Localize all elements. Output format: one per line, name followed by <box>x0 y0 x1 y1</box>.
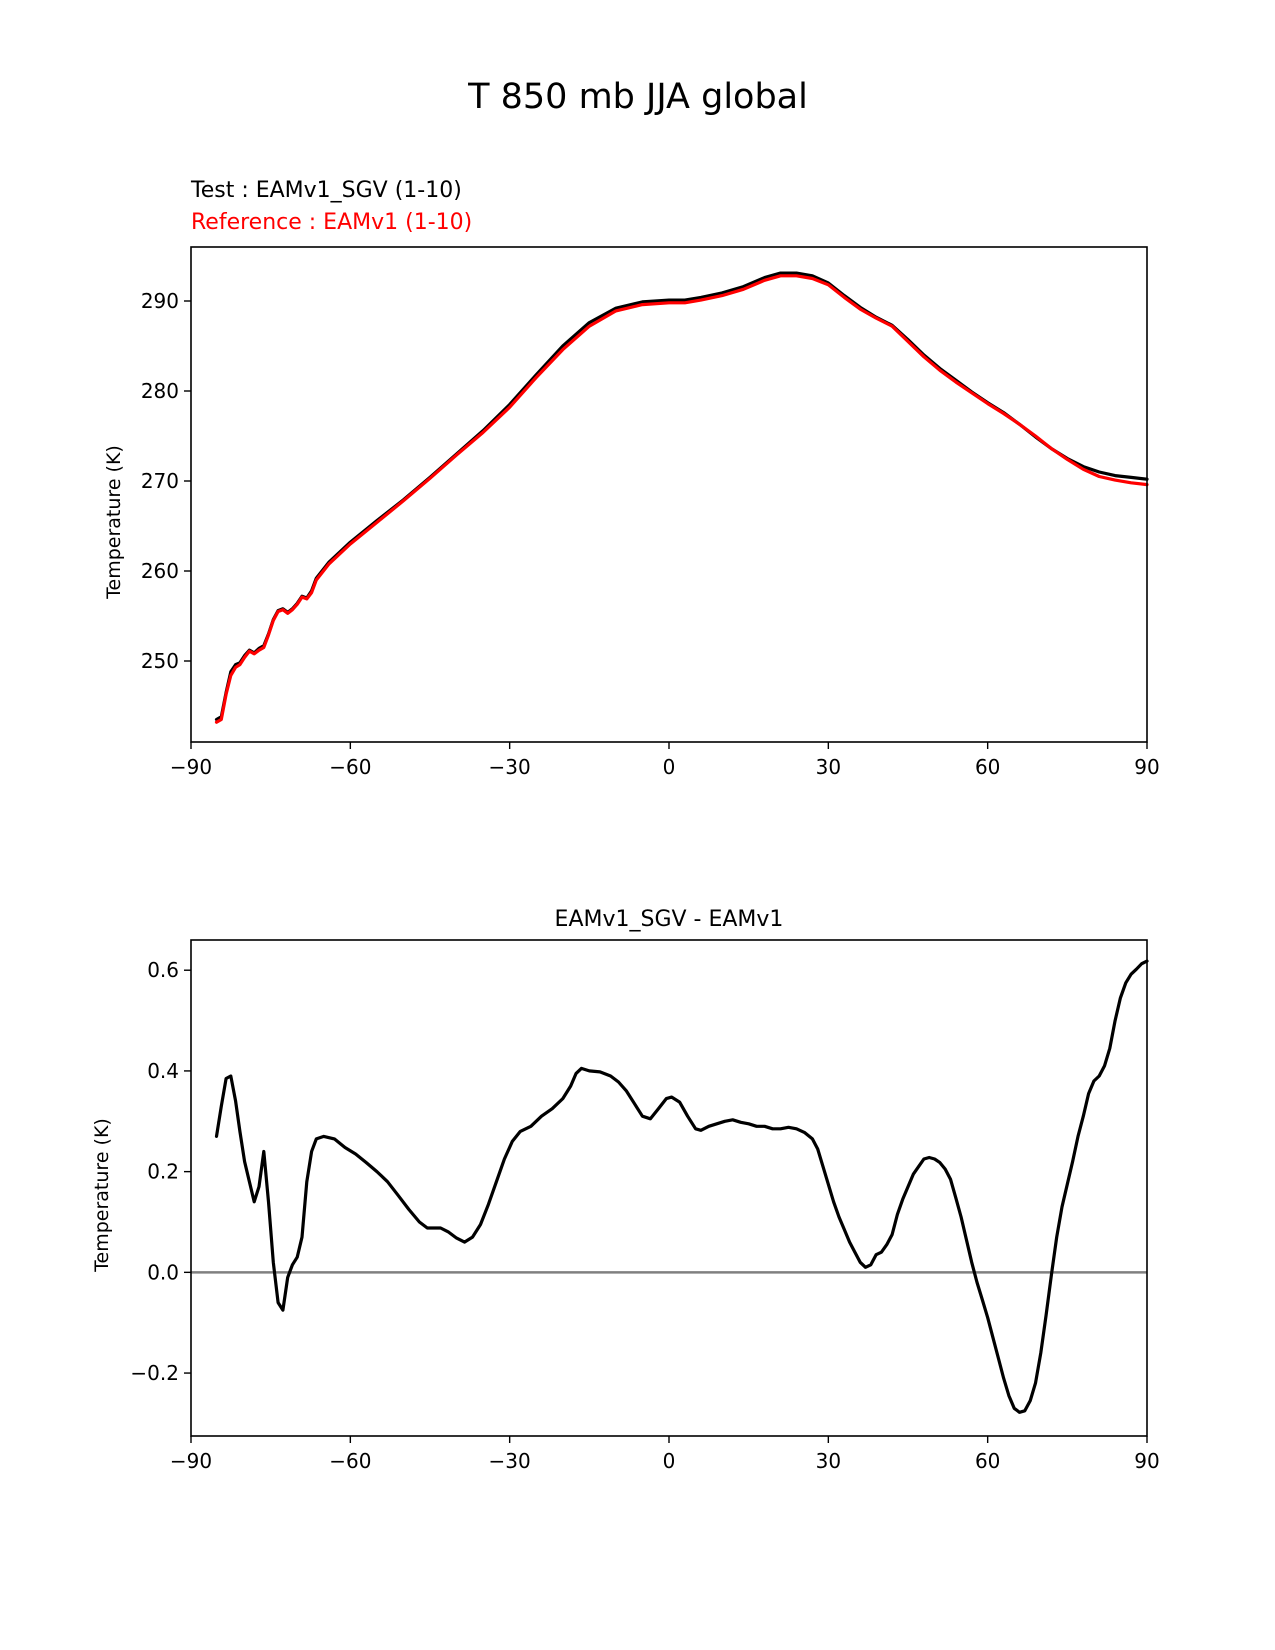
top-y-tick-label: 250 <box>141 649 179 673</box>
figure-suptitle: T 850 mb JJA global <box>467 77 808 117</box>
bottom-y-tick-label: −0.2 <box>130 1361 179 1385</box>
top-y-tick-label: 260 <box>141 559 179 583</box>
top-y-tick-label: 270 <box>141 469 179 493</box>
bottom-y-tick-label: 0.6 <box>147 958 179 982</box>
top-axes-frame <box>190 246 1148 743</box>
top-y-tick-label: 290 <box>141 289 179 313</box>
top-panel: Test : EAMv1_SGV (1-10) Reference : EAMv… <box>103 178 1160 779</box>
bottom-plot-area: −90 −60 −30 0 30 60 90 −0.2 0.0 0.2 0.4 0.6 <box>130 958 1159 1473</box>
bottom-y-axis-label: Temperature (K) <box>91 1118 113 1273</box>
top-x-tick-label: 90 <box>1134 755 1159 779</box>
bottom-x-tick-label: 0 <box>663 1449 676 1473</box>
bottom-x-tick-label: −90 <box>170 1449 212 1473</box>
bottom-x-tick-label: 60 <box>975 1449 1000 1473</box>
bottom-y-tick-label: 0.2 <box>147 1160 179 1184</box>
bottom-panel-title: EAMv1_SGV - EAMv1 <box>555 907 784 932</box>
bottom-x-tick-label: −30 <box>489 1449 531 1473</box>
reference-label: Reference : EAMv1 (1-10) <box>191 210 472 235</box>
top-plot-area: −90 −60 −30 0 30 60 90 250 260 270 280 290 <box>141 271 1160 779</box>
top-x-tick-label: −30 <box>489 755 531 779</box>
bottom-axes-frame <box>190 939 1148 1437</box>
test-label: Test : EAMv1_SGV (1-10) <box>190 178 462 203</box>
top-y-axis-label: Temperature (K) <box>103 445 125 600</box>
top-x-tick-label: −90 <box>170 755 212 779</box>
bottom-x-tick-label: 90 <box>1134 1449 1159 1473</box>
top-x-tick-label: 0 <box>663 755 676 779</box>
bottom-y-tick-label: 0.0 <box>147 1260 179 1284</box>
top-y-tick-label: 280 <box>141 379 179 403</box>
bottom-panel: EAMv1_SGV - EAMv1 Temperature (K) −90 −60… <box>91 907 1160 1473</box>
top-x-tick-label: 60 <box>975 755 1000 779</box>
top-x-tick-label: 30 <box>816 755 841 779</box>
bottom-x-tick-label: 30 <box>816 1449 841 1473</box>
reference-series-line <box>214 274 1149 724</box>
top-x-tick-label: −60 <box>329 755 371 779</box>
bottom-x-tick-label: −60 <box>329 1449 371 1473</box>
difference-series-line <box>214 959 1149 1414</box>
bottom-y-tick-label: 0.4 <box>147 1059 179 1083</box>
